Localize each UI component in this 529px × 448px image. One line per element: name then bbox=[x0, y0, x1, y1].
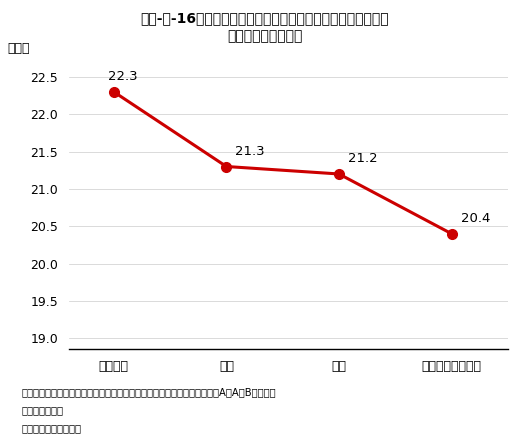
Text: の必要な施設の割合: の必要な施設の割合 bbox=[227, 29, 302, 43]
Text: 21.2: 21.2 bbox=[348, 152, 378, 165]
Text: 注）老朽化（要修繕・改善）の基準は、緊急度判定基準（建設省）で、特A、A、Bに分類さ: 注）老朽化（要修繕・改善）の基準は、緊急度判定基準（建設省）で、特A、A、Bに分… bbox=[21, 388, 276, 397]
Text: 22.3: 22.3 bbox=[108, 70, 138, 83]
Text: 資料：科学技術庁調べ: 資料：科学技術庁調べ bbox=[21, 423, 81, 433]
Text: 第３-２-16図　　国立試験研究機関における施設の修繕・改善: 第３-２-16図 国立試験研究機関における施設の修繕・改善 bbox=[140, 11, 389, 25]
Text: れるもの。: れるもの。 bbox=[21, 405, 63, 415]
Text: 20.4: 20.4 bbox=[461, 212, 490, 225]
Text: （％）: （％） bbox=[7, 42, 30, 55]
Text: 21.3: 21.3 bbox=[235, 145, 265, 158]
